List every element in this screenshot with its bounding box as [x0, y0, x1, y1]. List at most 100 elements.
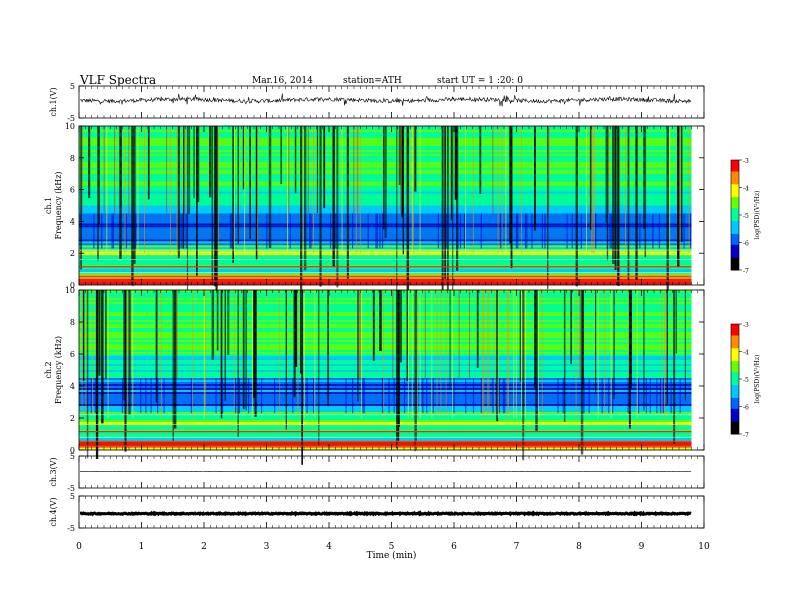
red-streak [492, 126, 494, 214]
dark-streak [123, 290, 126, 401]
blue-streak [388, 378, 390, 414]
frequency-band [79, 294, 692, 296]
dark-streak [300, 290, 302, 374]
dark-streak [215, 126, 218, 300]
blue-streak [140, 378, 142, 414]
blue-streak [163, 378, 165, 414]
blue-streak [453, 378, 455, 414]
colorbar-step [731, 235, 739, 238]
dark-streak [119, 126, 122, 260]
blue-streak [610, 213, 612, 249]
bright-streak [341, 126, 343, 254]
dark-streak [245, 290, 247, 411]
colorbar-step [731, 329, 739, 332]
frequency-band [79, 396, 692, 398]
colorbar-step [731, 366, 739, 369]
colorbar-step [731, 377, 739, 380]
blue-streak [601, 378, 603, 414]
dark-streak [414, 126, 417, 192]
bright-streak [591, 126, 593, 254]
dark-streak [124, 290, 127, 452]
colorbar-step [731, 266, 739, 269]
dark-streak [346, 126, 349, 279]
red-streak [307, 126, 309, 214]
colorbar-step [731, 432, 739, 435]
blue-streak [335, 213, 337, 249]
bright-streak [497, 290, 499, 418]
colorbar-step [731, 362, 739, 365]
bright-streak [106, 126, 108, 254]
channel-label: ch.2 [44, 361, 53, 378]
red-streak [458, 290, 460, 378]
red-streak [81, 126, 83, 214]
frequency-band [79, 344, 692, 346]
dark-streak [627, 126, 630, 281]
dark-streak [613, 290, 615, 400]
colorbar-step [731, 415, 739, 418]
dark-streak [254, 290, 257, 417]
dark-streak [285, 290, 287, 430]
blue-streak [504, 378, 506, 414]
dark-streak [509, 126, 512, 244]
dark-streak [132, 126, 134, 287]
dark-streak [534, 290, 537, 389]
colorbar-step [731, 335, 739, 338]
bright-streak [465, 126, 467, 254]
blue-streak [422, 378, 424, 414]
frequency-band [79, 390, 692, 392]
bright-streak [287, 126, 288, 254]
blue-streak [381, 213, 384, 249]
dark-streak [224, 290, 226, 401]
dark-streak [80, 126, 82, 270]
blue-streak [662, 378, 664, 414]
colorbar-step [731, 397, 739, 400]
dark-streak [120, 126, 122, 206]
colorbar-step [731, 216, 739, 220]
blue-streak [656, 378, 658, 414]
dark-streak [534, 126, 536, 231]
frequency-band [79, 312, 692, 314]
red-streak [608, 126, 610, 214]
colorbar-step [731, 340, 739, 343]
blue-streak [437, 213, 439, 249]
y-tick-label: -5 [67, 524, 75, 533]
frequency-band [79, 322, 692, 324]
frequency-band [79, 366, 692, 368]
dark-streak [643, 290, 645, 411]
blue-streak [329, 213, 332, 249]
colorbar-step [731, 390, 739, 393]
colorbar-step [731, 386, 739, 389]
blue-streak [660, 378, 662, 414]
frequency-band [79, 326, 692, 328]
blue-streak [670, 378, 672, 414]
blue-streak [215, 378, 217, 414]
red-streak [392, 290, 394, 378]
dark-streak [147, 126, 150, 200]
start-time-label: start UT = 1 :20: 0 [437, 76, 523, 86]
colorbar-step [731, 401, 739, 404]
frequency-band [79, 318, 692, 320]
red-streak [469, 290, 470, 378]
red-streak [129, 290, 131, 378]
colorbar-tick-label: -4 [743, 186, 749, 193]
dark-streak [630, 290, 632, 388]
dark-streak [216, 290, 219, 351]
colorbar-step [731, 324, 739, 327]
bright-streak [483, 290, 485, 418]
blue-streak [536, 378, 538, 414]
blue-streak [309, 213, 311, 249]
bright-streak [233, 126, 235, 254]
blue-streak [571, 213, 573, 249]
dark-streak [398, 290, 400, 428]
dark-streak [82, 290, 85, 381]
colorbar-step [731, 358, 739, 362]
bright-streak [279, 290, 281, 418]
frequency-band [79, 360, 692, 362]
dark-streak [172, 290, 174, 442]
red-streak [358, 290, 360, 378]
blue-streak [248, 378, 250, 414]
dark-streak [379, 290, 382, 352]
bright-streak [419, 126, 421, 254]
colorbar-tick-label: -3 [743, 322, 749, 329]
colorbar-step [731, 399, 739, 402]
